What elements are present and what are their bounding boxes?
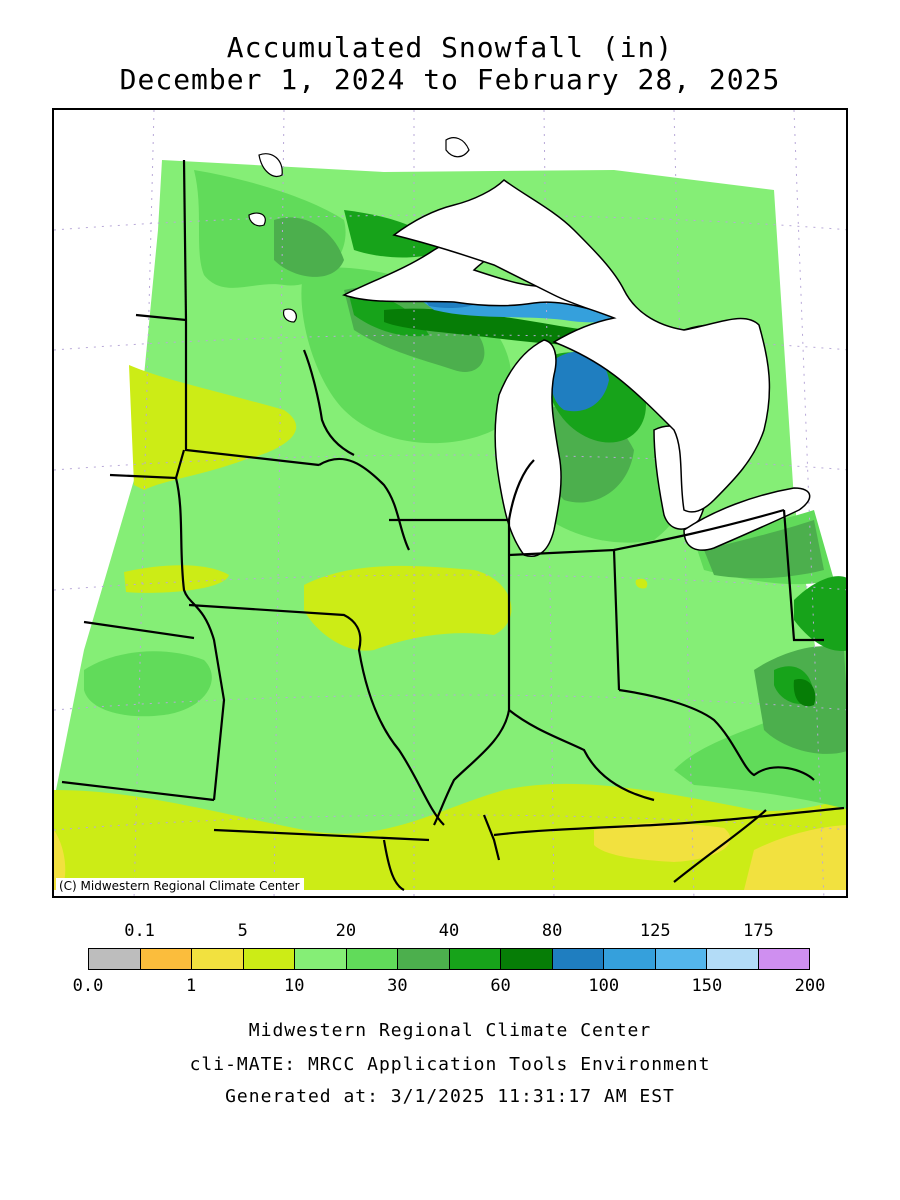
snowfall-map: (C) Midwestern Regional Climate Center [52,108,848,898]
legend-swatch [243,949,295,969]
heavy-snow-minnesota-ne [274,217,344,277]
legend-swatch [758,949,809,969]
map-credit: (C) Midwestern Regional Climate Center [56,878,304,894]
graticule [54,110,846,896]
map-date-range: December 1, 2024 to February 28, 2025 [119,63,781,96]
lake-effect-michigan-blue [551,351,609,412]
isle-royale [445,137,470,158]
legend-swatch [346,949,398,969]
map-title: Accumulated Snowfall (in) [226,31,674,64]
moderate-snow-wv [674,646,846,809]
legend-swatch [295,949,347,969]
legend-swatch [449,949,501,969]
legend-bottom-tick: 1 [186,976,197,996]
low-snow-iowa-patch [124,565,229,593]
legend-swatch [655,949,707,969]
legend-top-tick: 20 [335,921,357,941]
footer-tool: cli-MATE: MRCC Application Tools Environ… [189,1054,711,1075]
legend-swatch [398,949,450,969]
low-snow-ohio-dot [635,578,648,589]
legend-bottom-tick: 30 [387,976,408,996]
legend-top-tick: 80 [541,921,563,941]
lake-of-woods [258,153,283,177]
legend-top-tick: 5 [237,921,248,941]
legend-swatch [604,949,656,969]
legend-swatch [707,949,759,969]
lake-erie [683,487,811,551]
low-snow-west-band [129,365,297,490]
state-boundaries [61,159,845,891]
legend-top-tick: 125 [639,921,671,941]
legend-bottom-tick: 150 [691,976,723,996]
canada-outline [392,179,771,513]
legend-bottom-tick: 60 [490,976,511,996]
legend-bottom-tick: 0.0 [72,976,104,996]
very-heavy-snow-wv-east [794,576,846,651]
footer-generated: Generated at: 3/1/2025 11:31:17 AM EST [225,1086,675,1107]
legend-swatch [89,949,141,969]
map-canvas [54,110,846,896]
legend-swatch [192,949,244,969]
legend-top-tick: 40 [438,921,460,941]
legend-top-tick: 0.1 [124,921,155,941]
very-low-snow-southeast [744,825,846,890]
low-snow-illinois-patch [304,565,512,651]
footer-organization: Midwestern Regional Climate Center [248,1020,652,1041]
color-legend [88,948,810,970]
low-snow-south-band [54,783,846,890]
very-heavy-snow-up-peninsula [344,210,444,258]
moderate-snow-missouri [84,651,212,717]
heavy-snow-erie [704,520,824,579]
legend-swatch [552,949,604,969]
red-lake [248,212,266,227]
extreme-heavy-snow-wv-peak [793,679,816,707]
legend-bottom-tick: 200 [794,976,826,996]
legend-top-tick: 175 [743,921,774,941]
legend-bottom-tick: 100 [588,976,620,996]
legend-swatch [140,949,192,969]
legend-swatch [501,949,553,969]
very-low-snow-southwest [54,830,66,890]
mille-lacs [282,308,297,323]
legend-bottom-tick: 10 [284,976,305,996]
very-low-snow-kentucky [594,823,731,862]
